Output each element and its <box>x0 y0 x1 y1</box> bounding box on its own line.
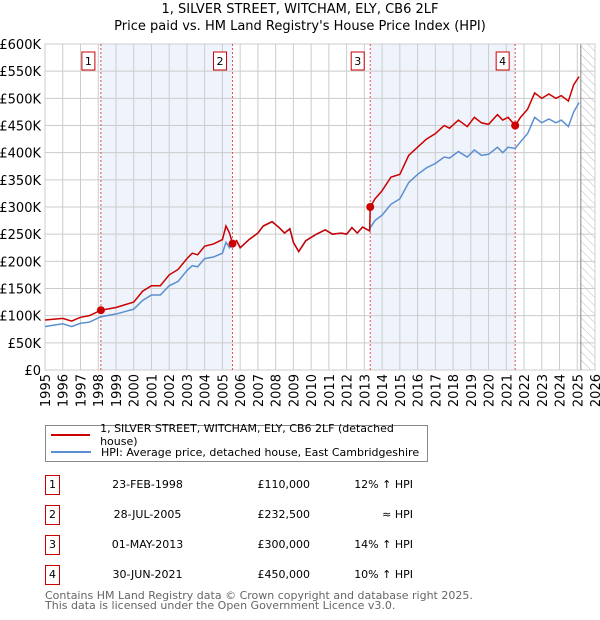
y-tick-label: £350K <box>0 174 41 189</box>
y-tick-label: £600K <box>0 38 41 53</box>
legend-item-property: 1, SILVER STREET, WITCHAM, ELY, CB6 2LF … <box>51 422 427 448</box>
sale-price: £110,000 <box>257 478 311 491</box>
footer-line-2: This data is licensed under the Open Gov… <box>45 599 396 612</box>
sale-price: £232,500 <box>257 508 311 521</box>
legend-label: HPI: Average price, detached house, East… <box>101 445 420 459</box>
y-tick-label: £450K <box>0 120 41 135</box>
x-tick-label: 2025 <box>571 374 586 407</box>
sale-marker-badge: 2 <box>45 505 60 525</box>
sale-price: £300,000 <box>257 538 311 551</box>
x-tick-label: 2018 <box>447 374 462 407</box>
x-tick-label: 2024 <box>554 374 569 407</box>
x-tick-label: 2020 <box>483 374 498 407</box>
x-tick-label: 2012 <box>341 374 356 407</box>
x-tick-label: 2000 <box>128 374 143 407</box>
x-tick-label: 2007 <box>252 374 267 407</box>
x-tick-label: 2011 <box>323 374 338 407</box>
y-tick-label: £550K <box>0 65 41 80</box>
sale-label-box <box>213 51 228 71</box>
y-tick-label: £200K <box>0 255 41 270</box>
x-tick-label: 2017 <box>429 374 444 407</box>
y-tick-label: £50K <box>8 337 42 352</box>
x-tick-label: 1996 <box>57 374 72 407</box>
chart-plot: £0 £50K £100K £150K £200K £250K £300K £350K £400… <box>0 38 600 407</box>
x-tick-label: 2026 <box>589 374 600 407</box>
legend-label: 1, SILVER STREET, WITCHAM, ELY, CB6 2LF … <box>100 422 394 448</box>
x-tick-label: 2013 <box>358 374 373 407</box>
sale-point <box>228 239 237 248</box>
sale-row: 4 30-JUN-2021 £450,000 10% ↑ HPI <box>45 565 445 585</box>
x-tick-label: 2009 <box>287 374 302 407</box>
legend-swatch <box>51 434 91 436</box>
sale-marker-badge: 3 <box>45 535 60 555</box>
sale-marker-badge: 4 <box>45 565 60 585</box>
sale-date: 28-JUL-2005 <box>113 508 182 521</box>
y-tick-label: £100K <box>0 310 41 325</box>
sale-date: 23-FEB-1998 <box>112 478 183 491</box>
x-tick-label: 2019 <box>465 374 480 407</box>
sale-date: 30-JUN-2021 <box>112 568 183 581</box>
chart-title: 1, SILVER STREET, WITCHAM, ELY, CB6 2LF <box>161 2 439 17</box>
y-tick-label: £250K <box>0 228 41 243</box>
x-tick-label: 2015 <box>394 374 409 407</box>
footer-line-1: Contains HM Land Registry data © Crown c… <box>45 589 473 602</box>
x-tick-label: 2006 <box>234 374 249 407</box>
x-tick-label: 2001 <box>145 374 160 407</box>
y-tick-label: £0 <box>24 364 41 379</box>
legend-item-hpi: HPI: Average price, detached house, East… <box>51 444 419 460</box>
sale-label: 3 <box>354 55 361 68</box>
legend: 1, SILVER STREET, WITCHAM, ELY, CB6 2LF … <box>45 422 428 462</box>
sale-hpi-diff: ≈ HPI <box>382 508 413 521</box>
sale-label-box <box>350 51 365 71</box>
sale-label-box <box>81 51 96 71</box>
x-tick-label: 2002 <box>163 374 178 407</box>
sale-label-box <box>495 51 510 71</box>
sale-hpi-diff: 14% ↑ HPI <box>354 538 413 551</box>
sale-row: 3 01-MAY-2013 £300,000 14% ↑ HPI <box>45 535 445 555</box>
sale-point <box>366 203 375 211</box>
sale-point <box>96 306 105 315</box>
sale-label: 2 <box>217 55 224 68</box>
sale-label: 4 <box>499 55 506 68</box>
x-tick-label: 2023 <box>536 374 551 407</box>
x-tick-label: 1995 <box>39 374 54 407</box>
y-tick-label: £300K <box>0 201 41 216</box>
x-tick-label: 1997 <box>74 374 89 407</box>
chart-subtitle: Price paid vs. HM Land Registry's House … <box>114 19 486 34</box>
sale-row: 1 23-FEB-1998 £110,000 12% ↑ HPI <box>45 475 445 495</box>
plot-frame <box>44 43 596 371</box>
sale-hpi-diff: 12% ↑ HPI <box>354 478 413 491</box>
sale-hpi-diff: 10% ↑ HPI <box>354 568 413 581</box>
property-line <box>44 76 580 322</box>
legend-swatch <box>51 451 91 453</box>
sale-marker-badge: 1 <box>45 475 60 495</box>
x-tick-label: 2014 <box>376 374 391 407</box>
sale-row: 2 28-JUL-2005 £232,500 ≈ HPI <box>45 505 445 525</box>
x-tick-label: 2004 <box>199 374 214 407</box>
x-tick-label: 2022 <box>518 374 533 407</box>
x-tick-label: 2016 <box>412 374 427 407</box>
y-tick-label: £400K <box>0 147 41 162</box>
x-tick-label: 1999 <box>110 374 125 407</box>
sale-price: £450,000 <box>257 568 311 581</box>
x-tick-label: 2021 <box>500 374 515 407</box>
sale-point <box>511 121 520 130</box>
x-tick-label: 2010 <box>305 374 320 407</box>
x-tick-label: 2003 <box>181 374 196 407</box>
y-tick-label: £150K <box>0 283 41 298</box>
sale-date: 01-MAY-2013 <box>111 538 184 551</box>
x-tick-label: 2008 <box>270 374 285 407</box>
x-tick-label: 2005 <box>216 374 231 407</box>
y-tick-label: £500K <box>0 92 41 107</box>
sale-label: 1 <box>85 55 92 68</box>
x-tick-label: 1998 <box>92 374 107 407</box>
